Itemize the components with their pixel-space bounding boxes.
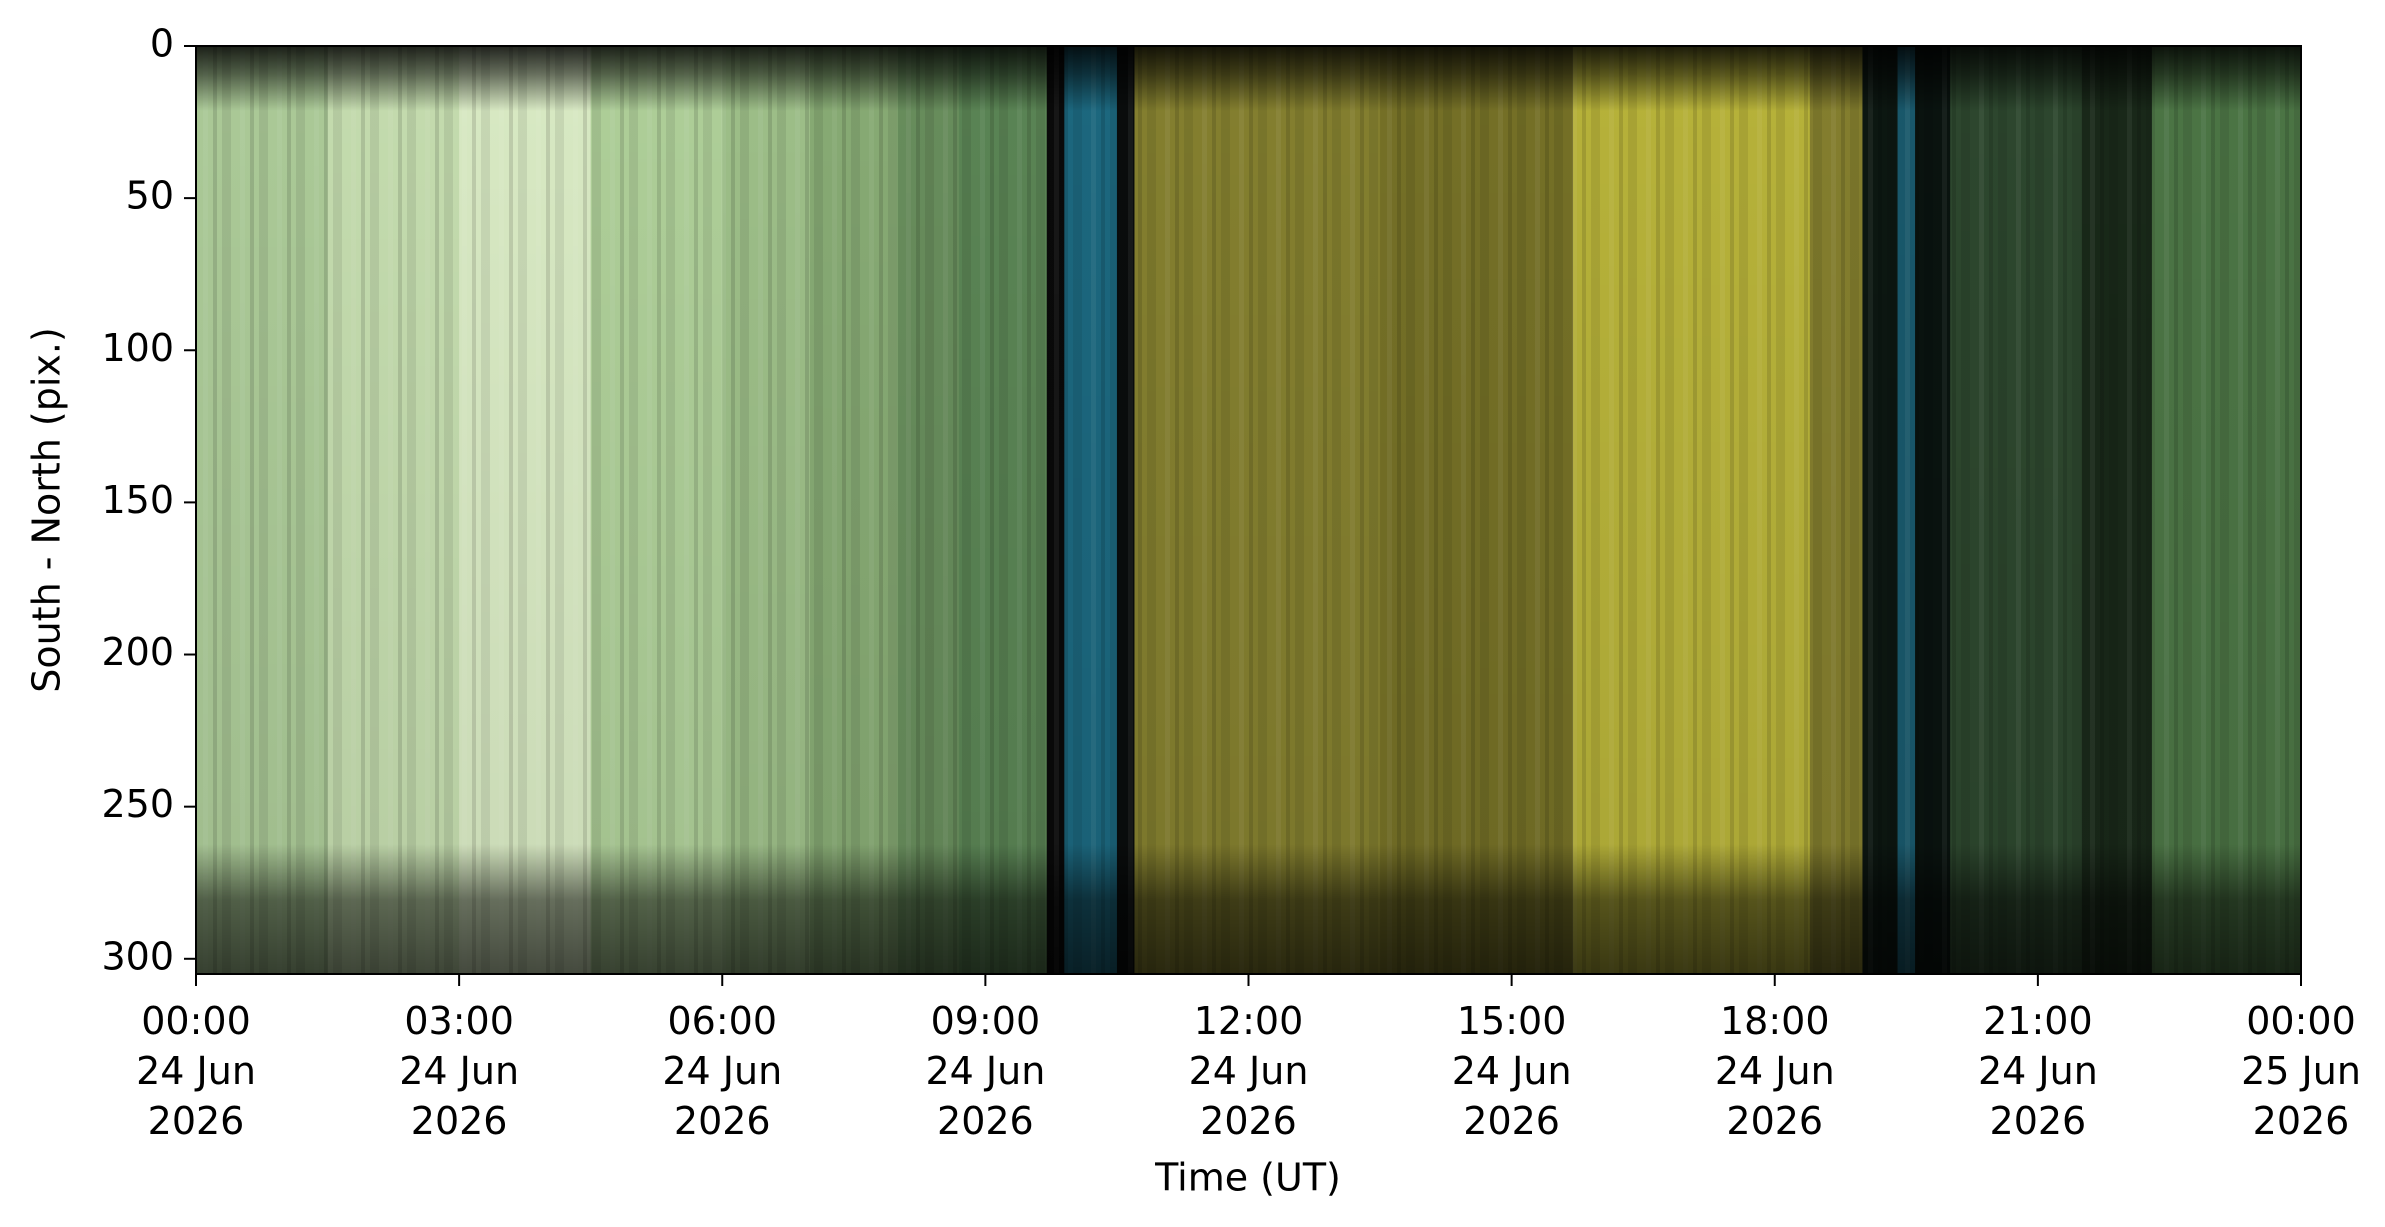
x-tick-label: 18:00 24 Jun 2026 bbox=[1714, 999, 1835, 1143]
x-tick-label: 12:00 24 Jun 2026 bbox=[1188, 999, 1309, 1143]
y-tick-label: 50 bbox=[126, 174, 174, 218]
x-tick-label: 00:00 25 Jun 2026 bbox=[2241, 999, 2361, 1143]
x-tick-label: 09:00 24 Jun 2026 bbox=[925, 999, 1046, 1143]
y-axis-label: South - North (pix.) bbox=[25, 327, 69, 693]
y-tick-label: 300 bbox=[101, 934, 174, 978]
y-tick-label: 150 bbox=[101, 478, 174, 522]
x-tick-label: 15:00 24 Jun 2026 bbox=[1451, 999, 1572, 1143]
y-tick-label: 0 bbox=[150, 22, 174, 66]
x-tick-label: 06:00 24 Jun 2026 bbox=[662, 999, 783, 1143]
edge-shade bbox=[196, 46, 2301, 974]
y-tick-label: 200 bbox=[101, 630, 174, 674]
y-tick-label: 100 bbox=[101, 326, 174, 370]
y-tick-label: 250 bbox=[101, 782, 174, 826]
x-axis-label: Time (UT) bbox=[1154, 1156, 1341, 1200]
x-tick-label: 00:00 24 Jun 2026 bbox=[136, 999, 256, 1143]
x-tick-label: 21:00 24 Jun 2026 bbox=[1977, 999, 2098, 1143]
x-tick-label: 03:00 24 Jun 2026 bbox=[399, 999, 520, 1143]
